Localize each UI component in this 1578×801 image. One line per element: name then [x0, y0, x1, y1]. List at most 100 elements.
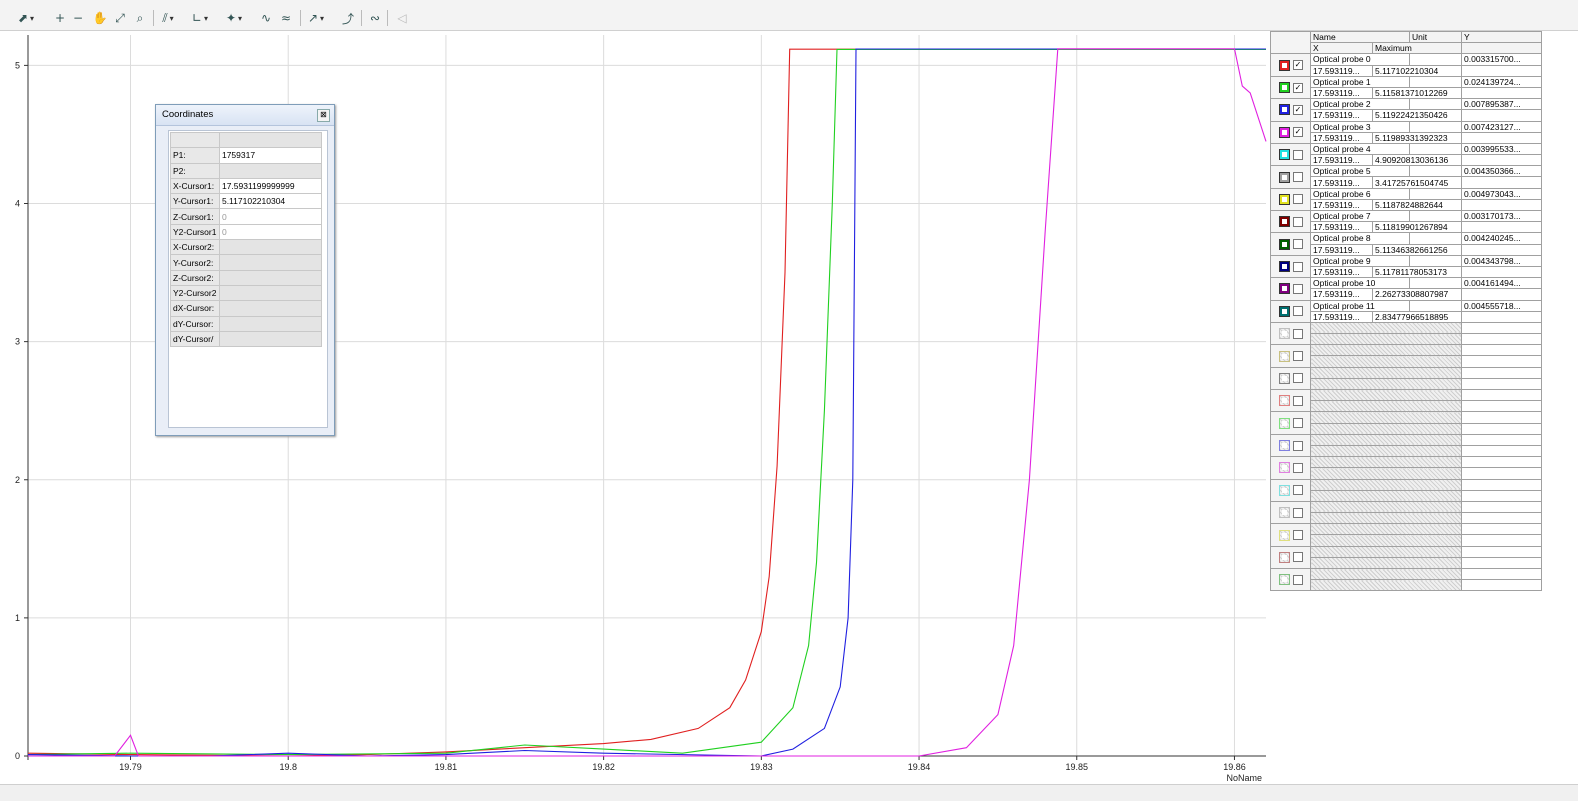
channel-color-swatch[interactable] [1279, 395, 1290, 407]
channel-color-swatch[interactable] [1279, 82, 1290, 94]
channel-name[interactable]: Optical probe 7 [1310, 209, 1410, 223]
channel-visible-checkbox[interactable] [1293, 239, 1303, 250]
channel-visible-checkbox[interactable]: ✓ [1293, 104, 1303, 115]
channel-visible-checkbox[interactable] [1293, 373, 1303, 384]
channel-visible-checkbox[interactable] [1293, 283, 1303, 294]
channel-visible-checkbox[interactable] [1293, 418, 1303, 429]
measure-reset-icon[interactable]: ⤴ [341, 11, 354, 26]
legend-channel-row[interactable]: ✓ Optical probe 3 0.007423127... [1270, 120, 1542, 144]
legend-empty-slot[interactable] [1270, 545, 1542, 570]
legend-empty-slot[interactable] [1270, 344, 1542, 368]
coordinate-value[interactable] [218, 239, 323, 256]
channel-color-swatch[interactable] [1279, 171, 1290, 183]
channel-name[interactable]: Optical probe 8 [1310, 232, 1410, 245]
pan-hand-icon[interactable]: ✋ [92, 11, 108, 25]
header-name[interactable]: Name [1310, 30, 1410, 44]
legend-channel-row[interactable]: Optical probe 4 0.003995533... [1270, 142, 1542, 167]
header-x[interactable]: X [1310, 42, 1373, 55]
legend-empty-slot[interactable] [1270, 411, 1542, 435]
channel-name[interactable]: Optical probe 0 [1310, 53, 1410, 66]
channel-color-swatch[interactable] [1279, 417, 1290, 429]
channel-visible-checkbox[interactable]: ✓ [1293, 82, 1303, 93]
legend-channel-row[interactable]: ✓ Optical probe 2 0.007895387... [1270, 98, 1542, 122]
channel-color-swatch[interactable] [1279, 59, 1290, 71]
channel-color-swatch[interactable] [1279, 372, 1290, 384]
close-icon[interactable]: ⊠ [317, 109, 330, 122]
coordinate-value[interactable]: 5.117102210304 [218, 193, 323, 210]
channel-color-swatch[interactable] [1279, 283, 1290, 295]
channel-name[interactable]: Optical probe 11 [1310, 299, 1410, 312]
channel-color-swatch[interactable] [1279, 216, 1290, 228]
coordinate-value[interactable] [218, 162, 323, 179]
channel-color-swatch[interactable] [1279, 529, 1290, 541]
zoom-out-icon[interactable]: − [72, 11, 84, 25]
axes-icon[interactable]: ∟ [192, 10, 208, 26]
legend-channel-row[interactable]: Optical probe 5 0.004350366... [1270, 165, 1542, 189]
legend-empty-slot[interactable] [1270, 500, 1542, 525]
coordinate-value[interactable]: 0 [218, 223, 323, 241]
legend-channel-row[interactable]: ✓ Optical probe 1 0.024139724... [1270, 75, 1542, 100]
channel-name[interactable]: Optical probe 1 [1310, 75, 1410, 88]
channel-visible-checkbox[interactable] [1293, 552, 1303, 563]
coordinate-value[interactable]: 17.5931199999999 [218, 177, 323, 195]
legend-empty-slot[interactable] [1270, 478, 1542, 502]
channel-color-swatch[interactable] [1279, 261, 1290, 273]
header-maximum[interactable]: Maximum [1372, 42, 1462, 55]
marker-icon[interactable]: ✦ [226, 10, 242, 26]
legend-empty-slot[interactable] [1270, 433, 1542, 458]
coordinates-panel[interactable]: Coordinates ⊠ P1: 1759317 P2: X-Cursor1: 17.… [155, 104, 335, 436]
channel-color-swatch[interactable] [1279, 126, 1290, 138]
cursor-select-icon[interactable]: ⬈ [18, 10, 34, 26]
channel-visible-checkbox[interactable] [1293, 462, 1303, 473]
channel-visible-checkbox[interactable] [1293, 149, 1303, 160]
channel-color-swatch[interactable] [1279, 193, 1290, 205]
legend-channel-row[interactable]: Optical probe 6 0.004973043... [1270, 187, 1542, 212]
legend-empty-slot[interactable] [1270, 366, 1542, 391]
zoom-in-icon[interactable]: + [54, 11, 66, 25]
channel-color-swatch[interactable] [1279, 238, 1290, 250]
legend-empty-slot[interactable] [1270, 321, 1542, 346]
channel-visible-checkbox[interactable] [1293, 440, 1303, 451]
channel-name[interactable]: Optical probe 10 [1310, 277, 1410, 290]
channel-color-swatch[interactable] [1279, 574, 1290, 586]
channel-visible-checkbox[interactable] [1293, 395, 1303, 406]
legend-channel-row[interactable]: ✓ Optical probe 0 0.003315700... [1270, 53, 1542, 77]
coordinate-value[interactable]: 0 [218, 208, 323, 225]
fit-reset-icon[interactable]: ≈ [280, 11, 292, 25]
channel-name[interactable]: Optical probe 2 [1310, 98, 1410, 111]
channel-color-swatch[interactable] [1279, 149, 1290, 161]
legend-empty-slot[interactable] [1270, 523, 1542, 547]
channel-visible-checkbox[interactable] [1293, 172, 1303, 183]
channel-color-swatch[interactable] [1279, 440, 1290, 452]
legend-empty-slot[interactable] [1270, 388, 1542, 413]
fit-icon[interactable]: ∿ [260, 11, 272, 25]
channel-visible-checkbox[interactable] [1293, 216, 1303, 227]
channel-name[interactable]: Optical probe 5 [1310, 165, 1410, 178]
channel-color-swatch[interactable] [1279, 507, 1290, 519]
fft-icon[interactable]: ⫽ [160, 10, 176, 26]
curve-icon[interactable]: ∾ [369, 11, 381, 25]
zoom-reset-icon[interactable]: ⤢ [115, 10, 125, 25]
channel-name[interactable]: Optical probe 4 [1310, 142, 1410, 156]
channel-visible-checkbox[interactable] [1293, 351, 1303, 362]
channel-visible-checkbox[interactable] [1293, 574, 1303, 585]
header-y[interactable]: Y [1461, 30, 1542, 44]
coordinate-value[interactable] [218, 330, 323, 348]
legend-channel-row[interactable]: Optical probe 10 0.004161494... [1270, 277, 1542, 301]
legend-empty-slot[interactable] [1270, 567, 1542, 592]
channel-visible-checkbox[interactable] [1293, 530, 1303, 541]
header-unit[interactable]: Unit [1409, 30, 1462, 44]
coordinate-value[interactable]: 1759317 [218, 147, 323, 164]
channel-visible-checkbox[interactable] [1293, 261, 1303, 272]
channel-name[interactable]: Optical probe 3 [1310, 120, 1410, 133]
channel-color-swatch[interactable] [1279, 484, 1290, 496]
legend-channel-row[interactable]: Optical probe 11 0.004555718... [1270, 299, 1542, 323]
channel-color-swatch[interactable] [1279, 328, 1290, 340]
channel-color-swatch[interactable] [1279, 462, 1290, 474]
channel-visible-checkbox[interactable] [1293, 485, 1303, 496]
legend-channel-row[interactable]: Optical probe 7 0.003170173... [1270, 209, 1542, 234]
channel-visible-checkbox[interactable] [1293, 194, 1303, 205]
zoom-box-icon[interactable]: ⌕ [136, 10, 144, 25]
channel-color-swatch[interactable] [1279, 305, 1290, 317]
line-chart[interactable]: 19.79 19.8 19.81 19.82 19.83 19.84 19.85 19.86 0… [0, 31, 1268, 783]
